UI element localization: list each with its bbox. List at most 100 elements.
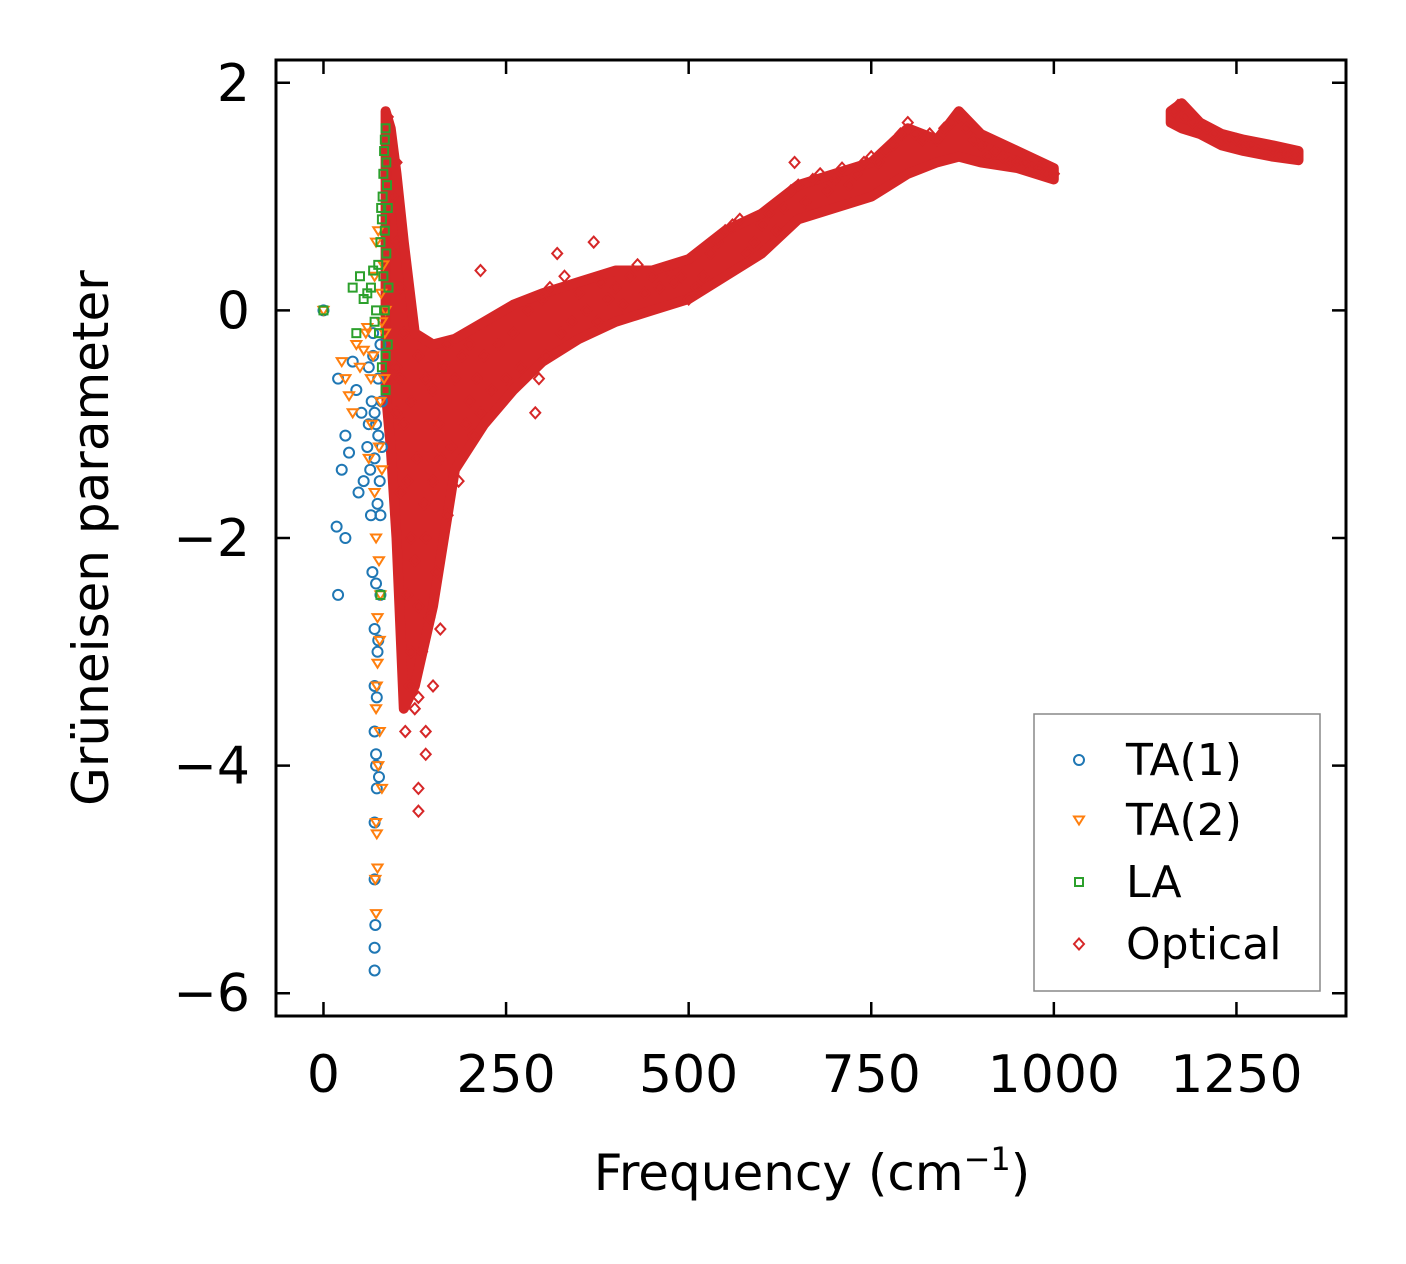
data-point — [410, 451, 424, 466]
data-point — [415, 644, 429, 659]
data-point — [806, 172, 820, 187]
data-point — [835, 161, 849, 176]
data-point — [726, 218, 739, 233]
data-point — [364, 463, 377, 476]
data-point — [379, 305, 390, 316]
data-point — [653, 280, 666, 295]
data-point — [645, 269, 659, 284]
data-point — [528, 405, 542, 420]
series-ta2 — [316, 226, 393, 920]
data-point — [390, 235, 403, 250]
data-point — [1230, 132, 1243, 147]
data-point — [1047, 166, 1061, 181]
data-point — [857, 155, 871, 170]
data-point — [382, 180, 393, 191]
data-point — [366, 566, 379, 579]
data-point — [507, 326, 520, 341]
data-point — [452, 474, 465, 489]
data-point — [1208, 126, 1221, 141]
data-point — [369, 681, 384, 693]
data-point — [536, 292, 549, 306]
optical-band-0 — [380, 106, 1059, 714]
y-axis-label: Grüneisen parameter — [62, 270, 120, 806]
data-point — [372, 635, 387, 647]
data-point — [1200, 121, 1214, 136]
data-point — [423, 610, 436, 625]
data-point — [373, 396, 388, 408]
data-point — [660, 263, 674, 278]
data-point — [591, 314, 604, 329]
data-point — [404, 531, 418, 545]
data-point — [981, 149, 995, 164]
data-point — [364, 419, 379, 431]
data-point — [404, 394, 418, 409]
data-point — [412, 804, 425, 819]
data-point — [901, 115, 915, 130]
data-point — [378, 168, 389, 179]
data-point — [403, 678, 417, 693]
data-point — [1273, 146, 1287, 161]
x-tick-label: 500 — [639, 1045, 738, 1105]
data-point — [369, 829, 384, 841]
data-point — [375, 783, 389, 795]
data-point — [894, 126, 907, 141]
y-tick-label: −4 — [173, 737, 250, 797]
data-point — [390, 360, 403, 375]
data-point — [441, 508, 454, 523]
data-point — [733, 212, 747, 227]
series-optical — [380, 98, 1304, 819]
data-point — [369, 818, 383, 829]
data-point — [351, 328, 362, 339]
data-point — [850, 166, 863, 181]
data-point — [330, 520, 343, 533]
data-point — [1288, 148, 1302, 163]
data-point — [1266, 144, 1280, 159]
axis-ticks: 0 250 500 750 1000 1250 −6 −4 −2 0 2 — [173, 54, 1346, 1105]
plot-area — [316, 98, 1304, 977]
data-point — [799, 195, 812, 210]
data-point — [704, 246, 717, 261]
data-point — [393, 280, 407, 295]
data-point — [419, 747, 433, 762]
data-point — [370, 691, 383, 704]
data-point — [372, 442, 386, 454]
data-point — [989, 144, 1002, 159]
legend-marker — [1072, 815, 1086, 827]
data-point — [675, 269, 688, 284]
data-point — [372, 771, 385, 783]
data-point — [959, 121, 973, 136]
data-point — [369, 918, 382, 931]
data-point — [521, 303, 535, 318]
data-point — [398, 724, 412, 739]
x-tick-label: 1250 — [1170, 1045, 1302, 1105]
data-point — [345, 408, 360, 420]
data-point — [377, 374, 391, 386]
legend-item-ta2: TA(2) — [1072, 795, 1242, 846]
legend-item-la: LA — [1074, 857, 1182, 908]
data-point — [554, 326, 568, 341]
data-point — [430, 565, 444, 580]
data-point — [381, 248, 392, 259]
x-tick-label: 0 — [307, 1045, 340, 1105]
data-point — [539, 348, 553, 363]
data-point — [375, 465, 389, 477]
data-point — [368, 874, 383, 886]
data-point — [485, 383, 498, 398]
data-point — [477, 348, 491, 363]
data-point — [380, 385, 391, 396]
data-point — [594, 274, 608, 289]
data-point — [370, 658, 385, 670]
data-point — [349, 340, 364, 351]
series-la — [318, 123, 394, 600]
data-point — [821, 183, 834, 198]
data-point — [937, 121, 951, 136]
data-point — [372, 556, 386, 568]
data-point — [740, 246, 754, 261]
data-point — [1186, 115, 1199, 130]
data-point — [470, 371, 484, 386]
data-point — [474, 405, 487, 420]
data-point — [455, 348, 469, 363]
data-point — [558, 269, 571, 284]
data-point — [370, 577, 383, 590]
data-point — [361, 453, 376, 465]
